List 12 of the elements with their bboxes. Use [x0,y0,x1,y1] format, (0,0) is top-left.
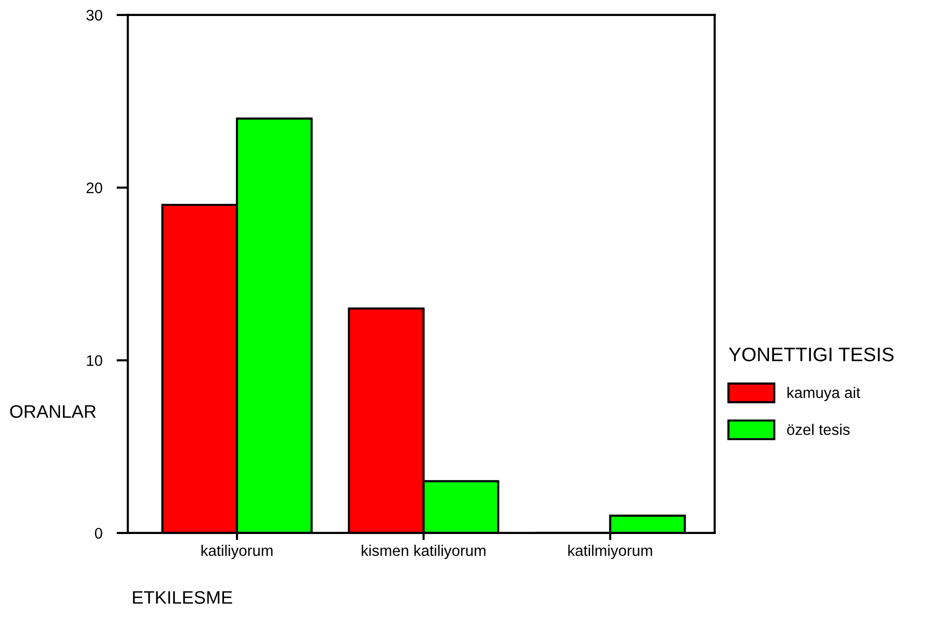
y-tick-label: 20 [86,182,102,194]
x-tick-label: katiliyorum [202,544,272,560]
legend-label: kamuya ait [788,386,860,402]
y-tick-label: 30 [86,10,102,21]
x-axis-title: ETKILESME [133,591,232,604]
y-axis-title: ORANLAR [10,405,96,418]
legend-label: özel tesis [787,424,850,436]
y-tick-label: 0 [94,528,102,539]
y-tick-label: 10 [86,355,102,366]
x-tick-label: katilmiyorum [568,544,652,560]
legend-title: YONETTIGI TESIS [728,348,894,362]
x-tick-label: kismen katiliyorum [362,544,486,560]
